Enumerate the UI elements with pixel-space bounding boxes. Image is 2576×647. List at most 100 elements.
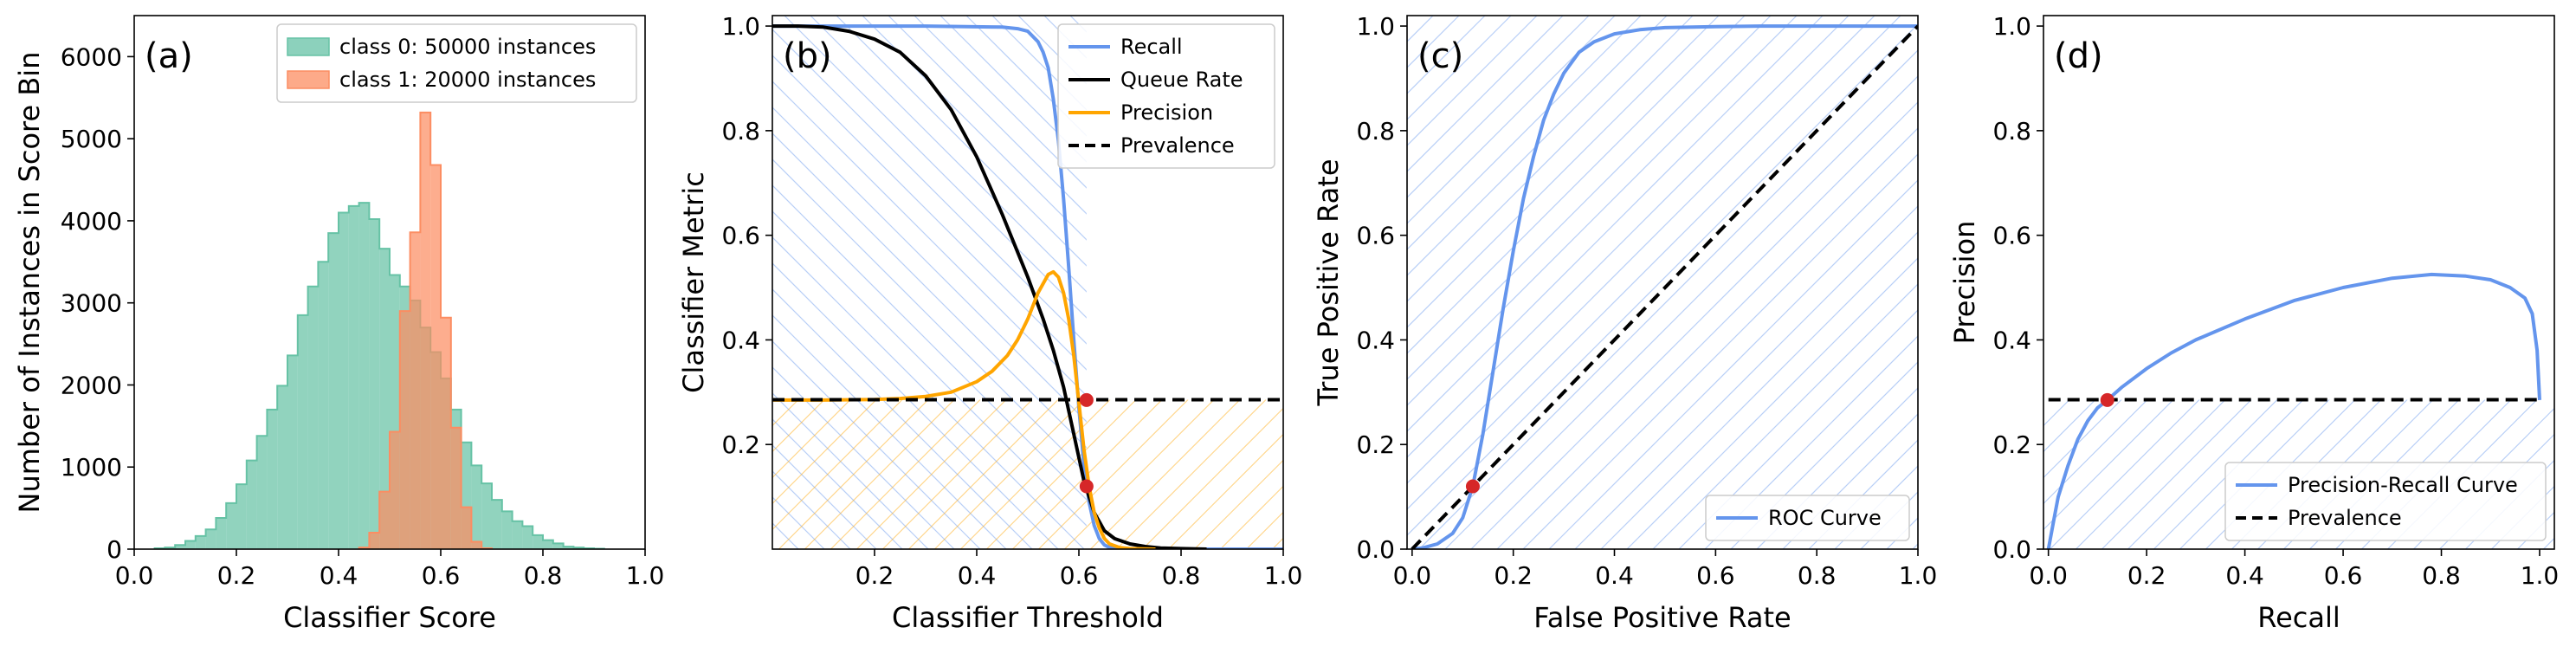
hatch-line — [772, 236, 1085, 549]
histogram-bar — [390, 275, 400, 549]
histogram-bar — [461, 442, 472, 549]
threshold-marker — [1079, 392, 1094, 407]
x-tick-label: 0.6 — [1696, 561, 1735, 590]
panel-label: (d) — [2054, 36, 2103, 76]
x-tick-label: 0.2 — [1494, 561, 1533, 590]
y-tick-label: 1.0 — [1992, 12, 2031, 41]
x-tick-label: 0.4 — [2225, 561, 2264, 590]
y-tick-label: 4000 — [61, 207, 122, 236]
legend-label: ROC Curve — [1768, 506, 1882, 530]
hatch-line — [1330, 16, 1863, 549]
legend-label: class 0: 50000 instances — [339, 35, 596, 59]
hatch-line — [914, 16, 1087, 189]
histogram-bar — [369, 533, 380, 549]
hatch-line — [1407, 16, 1642, 250]
y-tick-label: 0.4 — [721, 326, 760, 354]
histogram-bar — [379, 249, 390, 549]
recall-line — [772, 24, 1283, 549]
panel-label: (a) — [145, 36, 193, 76]
hatch-line — [772, 399, 851, 479]
hatch-line — [1064, 399, 1215, 549]
histogram-bar — [339, 212, 349, 549]
histogram-bar — [297, 314, 308, 549]
x-axis-label: Classifier Threshold — [892, 601, 1164, 634]
hatch-line — [1756, 387, 1918, 549]
y-tick-label: 0.6 — [721, 222, 760, 250]
hatch-line — [1407, 16, 1616, 224]
y-tick-label: 0.2 — [721, 430, 760, 459]
y-axis-label: Number of Instances in Score Bin — [13, 52, 46, 514]
legend-box — [2224, 462, 2547, 541]
histogram-bar — [430, 165, 441, 550]
hatch-line — [1220, 485, 1283, 549]
x-axis-label: False Positive Rate — [1533, 601, 1791, 634]
hatch-line — [1168, 433, 1283, 549]
roc-curve-line — [1411, 24, 1918, 549]
hatch-line — [2050, 399, 2200, 549]
hatch-line — [772, 399, 825, 453]
precision-hatch-lines — [772, 399, 1552, 549]
legend-box — [276, 23, 637, 103]
hatch-line — [1407, 16, 1876, 484]
hatch-line — [1382, 16, 1915, 549]
hatch-line — [772, 210, 1087, 527]
hatch-line — [1407, 23, 1918, 536]
hatch-line — [804, 399, 955, 549]
hatch-line — [772, 55, 1087, 371]
histogram-bar — [379, 491, 390, 549]
y-tick-label: 0.2 — [1356, 430, 1395, 459]
hatch-line — [2043, 399, 2070, 427]
roc-panel: 0.0 0.2 0.4 0.6 0.8 1.0 0.0 0.2 0.4 0.6 0.8 1.0 Fals… — [1312, 12, 1937, 634]
hatch-line — [1522, 153, 1918, 549]
operating-point-marker — [2100, 392, 2114, 407]
hatch-line — [1678, 309, 1918, 549]
hatch-line — [772, 314, 1007, 549]
histogram-bar — [481, 483, 492, 549]
hatch-line — [1460, 16, 1993, 549]
hatch-line — [772, 288, 1033, 549]
hatch-line — [934, 399, 1085, 549]
legend-label: Precision-Recall Curve — [2288, 473, 2518, 497]
y-tick-label: 0.4 — [1356, 326, 1395, 354]
histogram-bar — [420, 112, 431, 549]
y-tick-label: 0.6 — [1356, 222, 1395, 250]
hatch-line — [2127, 399, 2278, 549]
hatch-line — [1402, 399, 1552, 549]
hatch-line — [2543, 537, 2554, 549]
hatch-line — [1376, 399, 1526, 549]
legend: Precision-Recall Curve Prevalence — [2224, 462, 2547, 541]
histogram-bar — [175, 545, 185, 549]
histogram-bar — [543, 540, 553, 549]
hatch-line — [1538, 16, 2071, 549]
y-tick-label: 6000 — [61, 42, 122, 71]
histogram-bar — [195, 535, 206, 549]
hatch-line — [1226, 16, 1759, 549]
x-tick-label: 0.2 — [2127, 561, 2166, 590]
x-tick-label: 1.0 — [1264, 561, 1303, 590]
histogram-bar — [399, 311, 410, 549]
hatch-line — [1142, 407, 1283, 549]
x-tick-label: 0.4 — [1595, 561, 1634, 590]
hatch-line — [1272, 537, 1283, 549]
hatch-line — [1407, 16, 1850, 458]
hatch-line — [1407, 16, 1824, 432]
histogram-bar — [492, 500, 502, 549]
hatch-line — [1304, 16, 1837, 549]
hatch-line — [784, 16, 1087, 319]
y-tick-label: 5000 — [61, 125, 122, 153]
hatch-line — [1407, 16, 1746, 354]
histogram-bar — [369, 219, 380, 549]
histogram-bar — [318, 262, 329, 549]
hatch-line — [1407, 16, 1564, 172]
y-axis-label: Classifier Metric — [677, 171, 710, 393]
hatch-line — [986, 399, 1137, 549]
hatch-line — [772, 340, 981, 549]
x-tick-label: 0.4 — [320, 561, 358, 590]
histogram-bar — [522, 526, 533, 549]
hatch-line — [1278, 16, 1811, 549]
hatch-line — [772, 81, 1087, 397]
x-tick-label: 1.0 — [2521, 561, 2560, 590]
y-tick-label: 1.0 — [1356, 12, 1395, 41]
histogram-bar — [236, 484, 247, 549]
precision-line — [772, 269, 1156, 549]
